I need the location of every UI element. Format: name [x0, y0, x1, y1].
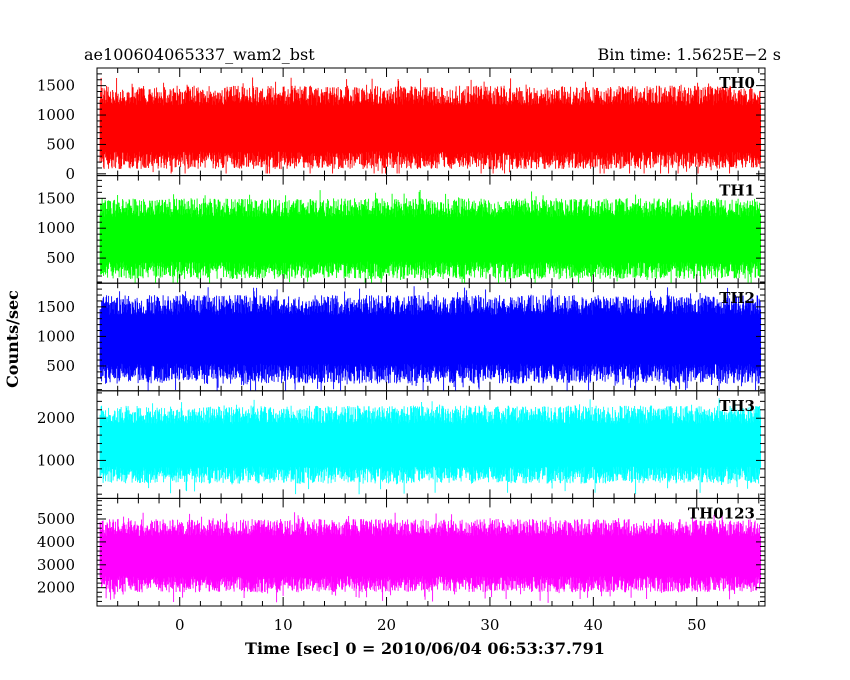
x-tick-label: 10 — [274, 616, 293, 634]
panel-label-th0123: TH0123 — [688, 504, 755, 522]
y-tick-label: 1500 — [37, 77, 75, 95]
x-tick-label: 40 — [584, 616, 603, 634]
y-tick-label: 2000 — [37, 579, 75, 597]
x-tick-labels: 0 10 20 30 40 50 — [175, 616, 706, 634]
x-tick-label: 20 — [377, 616, 396, 634]
y-tick-label: 3000 — [37, 556, 75, 574]
x-tick-label: 30 — [480, 616, 499, 634]
series-th1-trace — [99, 190, 762, 284]
y-tick-label: 4000 — [37, 533, 75, 551]
panel-frame — [96, 497, 766, 607]
x-axis-label: Time [sec] 0 = 2010/06/04 06:53:37.791 — [245, 639, 605, 658]
panel-th0123: TH0123 2000 3000 4000 5000 — [37, 497, 766, 607]
bin-time-label: Bin time: 1.5625E−2 s — [598, 45, 781, 64]
series-th0-trace — [99, 77, 762, 174]
y-tick-label: 500 — [46, 357, 75, 375]
x-tick-label: 50 — [687, 616, 706, 634]
x-tick-label: 0 — [175, 616, 185, 634]
series-th2-trace — [99, 286, 762, 391]
panels: TH0 0 500 1000 1500 TH1 500 1000 1500 TH2 500 1000 1… — [37, 67, 766, 607]
y-tick-label: 1000 — [37, 327, 75, 345]
panel-label-th3: TH3 — [719, 397, 755, 415]
y-tick-label: 0 — [65, 165, 75, 183]
y-tick-label: 1000 — [37, 219, 75, 237]
y-axis-label: Counts/sec — [3, 290, 22, 388]
panel-label-th0: TH0 — [719, 74, 755, 92]
chart-title: ae100604065337_wam2_bst — [84, 45, 315, 64]
y-tick-label: 500 — [46, 135, 75, 153]
y-tick-label: 1500 — [37, 189, 75, 207]
panel-th3: TH3 1000 2000 — [37, 390, 766, 499]
y-tick-label: 1500 — [37, 298, 75, 316]
panel-th1: TH1 500 1000 1500 — [37, 175, 766, 284]
series-th0123-trace — [99, 512, 762, 603]
panel-label-th1: TH1 — [719, 182, 755, 200]
y-tick-label: 1000 — [37, 451, 75, 469]
y-tick-label: 5000 — [37, 510, 75, 528]
y-tick-label: 1000 — [37, 106, 75, 124]
panel-label-th2: TH2 — [719, 289, 755, 307]
series-th3-trace — [99, 398, 762, 495]
panel-th2: TH2 500 1000 1500 — [37, 282, 766, 392]
y-tick-label: 2000 — [37, 409, 75, 427]
y-tick-label: 500 — [46, 249, 75, 267]
panel-th0: TH0 0 500 1000 1500 — [37, 67, 766, 183]
